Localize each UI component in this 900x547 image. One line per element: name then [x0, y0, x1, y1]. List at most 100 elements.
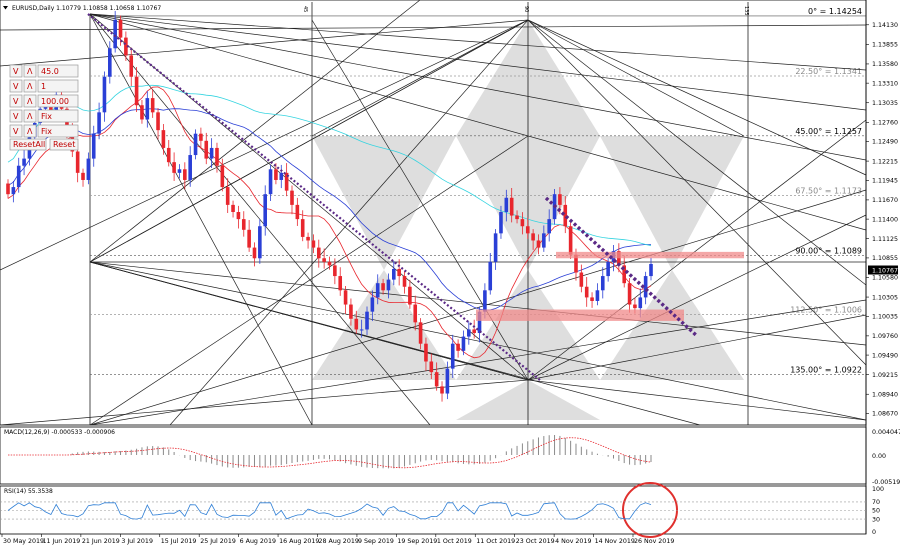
candle-body [97, 112, 101, 134]
down-button[interactable] [9, 64, 23, 78]
rsi-tick-label: 0 [872, 529, 876, 536]
candle-body [445, 368, 450, 394]
candle-body [504, 197, 509, 212]
vertical-marker-label: 90 [523, 6, 529, 12]
up-button[interactable] [23, 79, 37, 93]
down-button[interactable] [9, 94, 23, 108]
gann-fan-line [169, 19, 529, 426]
candle-body [145, 98, 150, 120]
candle-body [300, 219, 305, 237]
candle-body [440, 386, 444, 394]
y-tick-label: 1.11945 [872, 178, 898, 185]
candle-body [434, 372, 439, 387]
down-button[interactable] [9, 109, 23, 123]
candle-body [606, 261, 610, 277]
y-tick-label: 1.10305 [872, 294, 898, 301]
candle-body [86, 158, 91, 180]
gann-fan-line [0, 24, 867, 31]
gann-fan-line [89, 19, 529, 263]
x-tick-label: 30 May 2019 [3, 538, 44, 545]
reset-all-button[interactable] [9, 138, 47, 151]
candle-body [91, 133, 96, 159]
gann-fan-line [311, 19, 529, 137]
candlesticks [6, 10, 653, 402]
candle-body [316, 247, 321, 259]
gann-fan-line [0, 19, 529, 271]
candle-body [263, 194, 267, 227]
x-tick-label: 4 Nov 2019 [555, 538, 591, 545]
down-button-label: V [13, 112, 19, 121]
candle-body [488, 261, 493, 291]
candle-body [520, 219, 525, 227]
gann-fan-line [89, 261, 529, 381]
candle-body [584, 286, 589, 298]
candle-body [515, 215, 519, 220]
candle-body [81, 172, 85, 180]
candle-body [595, 290, 600, 301]
y-tick-label: 1.10580 [872, 275, 898, 282]
candle-body [124, 37, 128, 56]
gann-fan-line [527, 19, 745, 137]
up-button[interactable] [23, 109, 37, 123]
down-button-label: V [13, 82, 19, 91]
value-field[interactable] [37, 64, 79, 78]
candle-body [166, 147, 171, 163]
candle-body [477, 311, 482, 334]
y-tick-label: 1.09490 [872, 352, 898, 359]
candle-body [338, 276, 343, 291]
gann-level-label: 67.50° = 1.1173 [795, 187, 862, 196]
down-button[interactable] [9, 124, 23, 138]
candle-body [193, 133, 198, 156]
down-button-label: V [13, 67, 19, 76]
x-tick-label: 1 Oct 2019 [437, 538, 472, 545]
x-tick-label: 15 Jul 2019 [161, 538, 197, 545]
candle-body [306, 236, 310, 241]
candle-body [590, 297, 594, 301]
candle-body [156, 112, 160, 131]
candle-body [568, 226, 573, 255]
up-button-label: Λ [27, 127, 33, 136]
rsi-tick-label: 30 [872, 516, 880, 523]
value-field[interactable] [37, 109, 79, 123]
y-tick-label: 1.13310 [872, 80, 898, 87]
price-axis: 1.14130 1.13855 1.13580 1.13310 1.13035 1.127… [865, 0, 898, 534]
y-tick-label: 1.13580 [872, 61, 898, 68]
up-button[interactable] [23, 124, 37, 138]
gann-fan-line [89, 13, 867, 161]
candle-body [290, 190, 294, 205]
gann-shade-triangle [312, 270, 456, 380]
candle-body [129, 55, 134, 77]
candle-body [483, 290, 487, 312]
gann-level-label: 22.50° = 1.1341 [795, 67, 862, 76]
down-button[interactable] [9, 79, 23, 93]
candle-body [177, 169, 182, 173]
macd-signal-line [8, 437, 652, 469]
y-tick-label: 1.10035 [872, 313, 898, 320]
gann-shade-triangle [312, 136, 456, 270]
vertical-marker-label: 135 [743, 6, 749, 16]
gann-fan-line [89, 135, 529, 426]
vertical-marker-label: 45 [302, 6, 308, 12]
short-downtrend-line [544, 196, 699, 338]
candle-body [11, 187, 16, 195]
value-field[interactable] [37, 79, 79, 93]
gann-fan-line [527, 19, 867, 286]
gann-level-label: 0° = 1.14254 [808, 7, 862, 16]
candle-body [467, 329, 471, 337]
rsi-tick-label: 70 [872, 499, 880, 506]
value-field[interactable] [37, 94, 79, 108]
up-button[interactable] [23, 64, 37, 78]
macd-label: MACD(12,26,9) -0.000533 -0.000906 [4, 429, 115, 436]
value-field[interactable] [37, 124, 79, 138]
candle-body [220, 165, 225, 188]
reset-button-label: Reset [53, 140, 75, 149]
candle-body [622, 265, 627, 284]
gann-fan-line [527, 19, 867, 366]
rsi-panel [0, 485, 867, 535]
x-tick-label: 19 Sep 2019 [397, 538, 437, 545]
reset-button[interactable] [49, 138, 79, 151]
macd-panel [0, 426, 867, 485]
up-button[interactable] [23, 94, 37, 108]
